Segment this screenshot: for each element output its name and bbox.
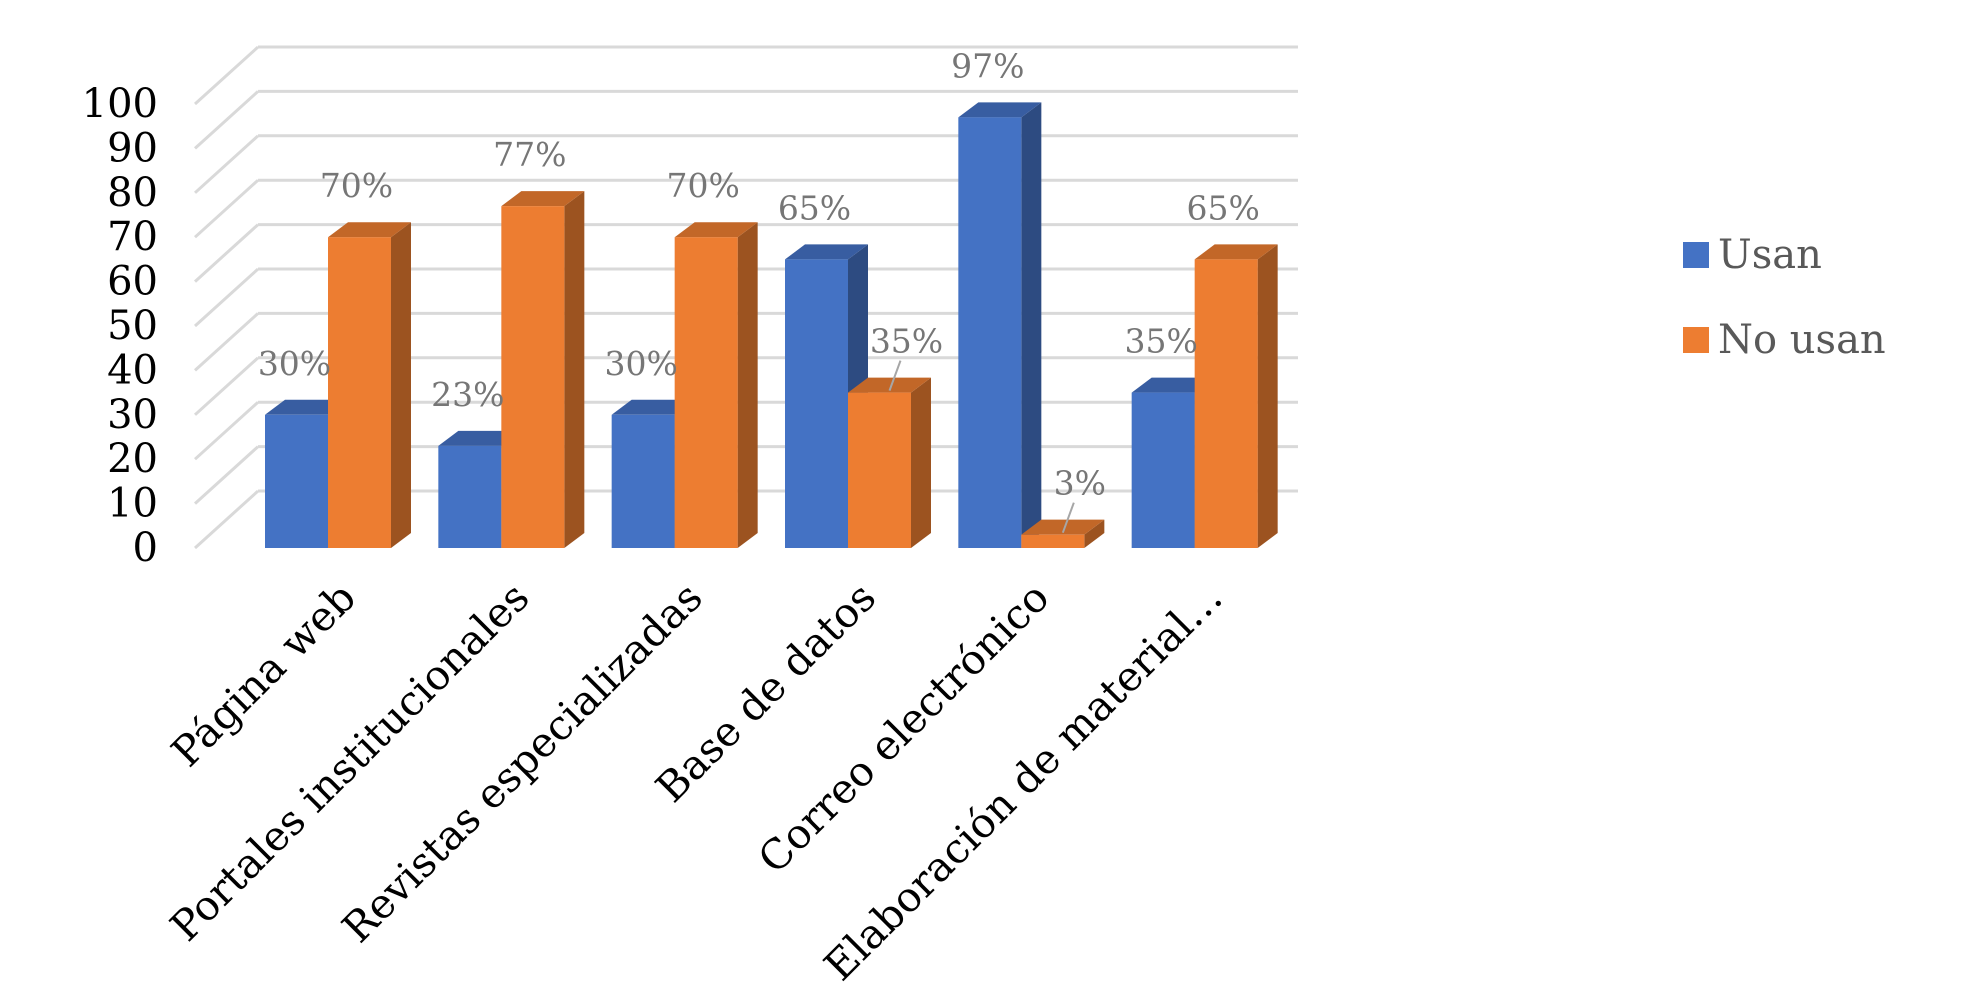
bar-no-usan	[1194, 259, 1258, 548]
y-tick-label: 20	[107, 436, 158, 482]
data-label: 3%	[1054, 464, 1106, 503]
y-tick-label: 60	[107, 259, 158, 305]
legend-label: No usan	[1718, 317, 1886, 363]
legend: Usan No usan	[1683, 232, 1886, 363]
bar-no-usan	[848, 392, 911, 548]
data-label: 97%	[951, 46, 1024, 85]
gridline-diagonal	[193, 179, 260, 239]
bar-side-no-usan	[391, 222, 411, 548]
bar-top-usan	[785, 244, 868, 260]
bar-top-no-usan	[1194, 244, 1278, 260]
bar-top-no-usan	[501, 191, 585, 207]
y-tick-label: 70	[107, 214, 158, 260]
bar-no-usan	[674, 237, 738, 548]
bar-no-usan	[1021, 534, 1085, 548]
data-label: 77%	[493, 135, 566, 174]
bar-usan	[785, 259, 848, 548]
gridlines	[193, 45, 1298, 550]
gridline-diagonal	[193, 223, 260, 283]
gridline-diagonal	[193, 401, 260, 461]
bar-side-no-usan	[1257, 244, 1278, 548]
gridline-diagonal	[193, 134, 260, 194]
bar-top-usan	[1131, 377, 1215, 393]
gridline-diagonal	[193, 489, 260, 550]
data-labels: 30% 70% 23% 77% 30% 70% 65% 35% 97% 3% 35% 65%	[258, 46, 1260, 534]
bar-side-no-usan	[737, 222, 758, 548]
y-tick-label: 30	[107, 392, 158, 438]
y-tick-label: 100	[82, 81, 158, 127]
y-tick-label: 90	[107, 125, 158, 171]
bar-usan	[1131, 392, 1195, 548]
data-label: 35%	[870, 322, 943, 361]
bar-top-usan	[265, 399, 348, 415]
bar-top-no-usan	[328, 222, 411, 238]
data-label: 70%	[666, 166, 739, 205]
gridline-diagonal	[193, 312, 260, 372]
y-tick-label: 80	[107, 170, 158, 216]
category-label: Revistas especializadas	[333, 573, 712, 952]
bar-top-usan	[438, 430, 522, 446]
bars	[265, 102, 1278, 548]
bar-side-usan	[1021, 102, 1042, 548]
y-tick-label: 40	[107, 347, 158, 393]
bar-no-usan	[328, 237, 391, 548]
bar-usan	[438, 445, 502, 548]
gridline-diagonal	[193, 267, 260, 328]
bar-usan	[611, 414, 675, 548]
data-label: 30%	[258, 344, 331, 383]
bar-usan	[265, 414, 328, 548]
data-label: 65%	[778, 188, 851, 227]
legend-label: Usan	[1718, 232, 1822, 278]
data-label-leader	[888, 360, 902, 391]
gridline-diagonal	[193, 445, 260, 505]
bar-no-usan	[501, 206, 565, 548]
bar-top-usan	[611, 399, 695, 415]
data-label: 35%	[1124, 322, 1197, 361]
category-label: Portales institucionales	[161, 573, 538, 950]
bar-side-no-usan	[564, 191, 585, 548]
y-tick-label: 0	[133, 525, 158, 571]
bar-top-usan	[958, 102, 1042, 118]
bar-side-no-usan	[1084, 519, 1105, 548]
data-label: 70%	[320, 166, 393, 205]
y-tick-label: 10	[107, 481, 158, 527]
bar-top-no-usan	[674, 222, 758, 238]
data-label: 23%	[431, 375, 504, 414]
legend-swatch-usan	[1683, 242, 1709, 268]
gridline-diagonal	[193, 356, 260, 416]
bar-top-no-usan	[848, 377, 931, 393]
gridline-diagonal	[193, 90, 260, 150]
y-tick-label: 50	[107, 303, 158, 349]
legend-swatch-no-usan	[1683, 327, 1709, 353]
bar-side-no-usan	[911, 377, 931, 548]
bar-usan	[958, 117, 1022, 548]
data-label: 65%	[1186, 188, 1259, 227]
category-label: Correo electrónico	[749, 573, 1059, 883]
gridline-diagonal	[193, 45, 260, 106]
bar-top-no-usan	[1021, 519, 1105, 535]
data-label: 30%	[604, 344, 677, 383]
data-label-leader	[1061, 502, 1075, 534]
